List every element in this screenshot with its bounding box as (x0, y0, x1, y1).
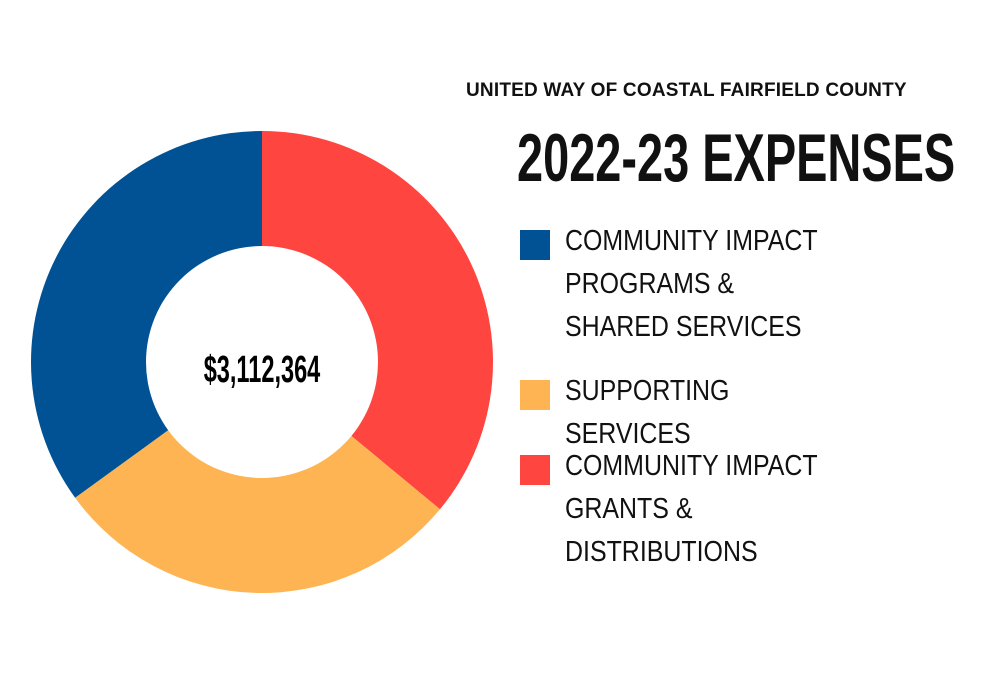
legend-swatch-grants-distributions (520, 455, 550, 485)
slice-grants-distributions (262, 131, 493, 510)
legend-label-programs-shared-services: COMMUNITY IMPACT PROGRAMS & SHARED SERVI… (565, 225, 818, 343)
slice-programs-shared-services (30, 131, 262, 498)
donut-hole (146, 246, 378, 478)
center-total-label: $3,112,364 (204, 347, 321, 390)
chart-title: 2022-23 EXPENSES (517, 120, 956, 196)
legend-label-supporting-services: SUPPORTING SERVICES (565, 375, 730, 450)
organization-subtitle: UNITED WAY OF COASTAL FAIRFIELD COUNTY (466, 80, 907, 101)
legend-swatch-programs-shared-services (520, 230, 550, 260)
legend-swatch-supporting-services (520, 380, 550, 410)
legend-label-grants-distributions: COMMUNITY IMPACT GRANTS & DISTRIBUTIONS (565, 450, 818, 568)
